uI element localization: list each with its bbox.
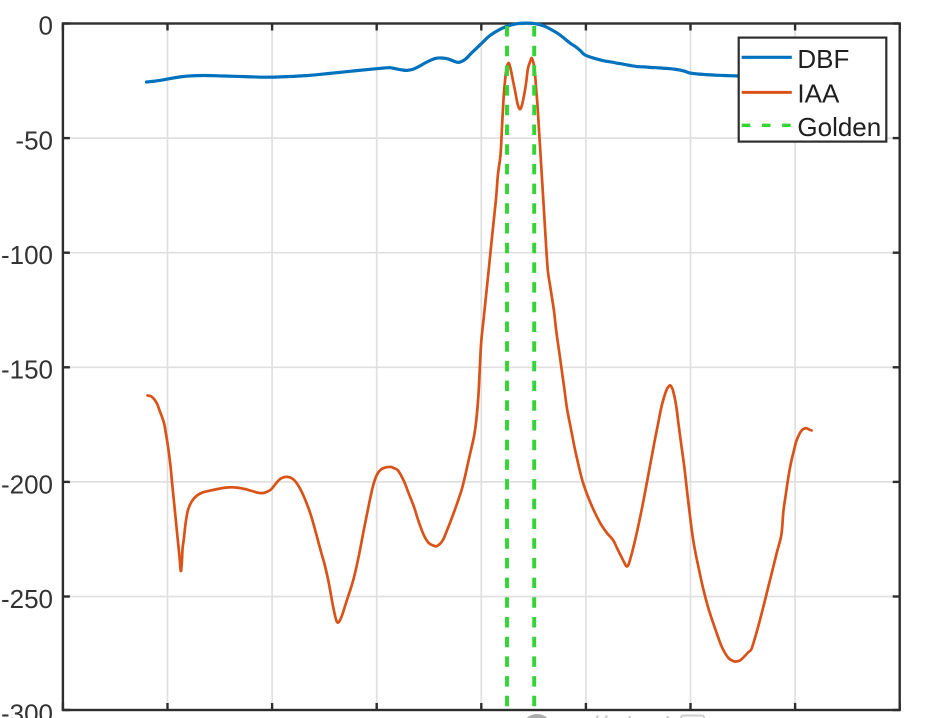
svg-text:0: 0 [39, 11, 53, 41]
svg-text:DBF: DBF [797, 44, 849, 74]
svg-text:-200: -200 [1, 469, 53, 499]
svg-text:-250: -250 [1, 584, 53, 614]
svg-text:-50: -50 [15, 126, 53, 156]
svg-text:IAA: IAA [797, 78, 840, 108]
svg-text:-100: -100 [1, 240, 53, 270]
svg-text:-150: -150 [1, 355, 53, 385]
svg-text:-300: -300 [1, 699, 53, 718]
svg-text:Golden: Golden [797, 112, 881, 142]
